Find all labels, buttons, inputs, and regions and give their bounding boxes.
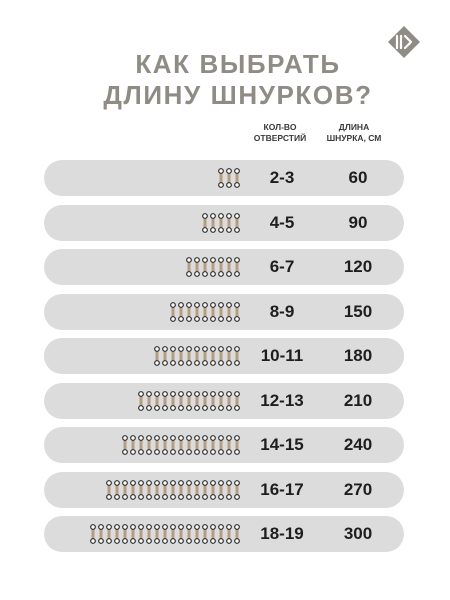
lace-eyelets-icon — [122, 435, 240, 455]
holes-count: 14-15 — [260, 435, 304, 454]
brand-logo-icon — [388, 26, 420, 58]
lace-length: 120 — [343, 257, 373, 276]
holes-count: 8-9 — [269, 301, 295, 321]
holes-count: 12-13 — [260, 390, 304, 410]
holes-count: 16-17 — [260, 479, 304, 499]
lace-eyelets-icon — [106, 479, 240, 500]
lace-length: 60 — [348, 168, 368, 187]
holes-count: 6-7 — [269, 257, 295, 276]
lace-eyelets-icon — [138, 390, 240, 411]
lace-eyelets-icon — [154, 346, 240, 366]
column-header-holes: КОЛ-ВО ОТВЕРСТИЙ — [253, 122, 307, 143]
holes-count: 2-3 — [269, 168, 295, 187]
holes-count: 4-5 — [269, 212, 295, 232]
lace-length: 300 — [343, 524, 373, 543]
lace-eyelets-icon — [186, 257, 240, 277]
title-line-1: КАК ВЫБРАТЬ — [135, 49, 341, 79]
holes-count: 18-19 — [260, 524, 304, 543]
lace-length: 150 — [343, 301, 373, 321]
table-row: 8-9 150 — [44, 293, 404, 330]
lace-eyelets-icon — [218, 168, 240, 188]
table-row: 18-19 300 — [44, 516, 404, 552]
column-header-length: ДЛИНА ШНУРКА, СМ — [326, 122, 382, 143]
lace-eyelets-icon — [202, 212, 240, 233]
table-row: 16-17 270 — [44, 471, 404, 508]
lace-length: 210 — [343, 390, 373, 410]
table-row: 6-7 120 — [44, 249, 404, 285]
table-row: 2-3 60 — [44, 160, 404, 196]
lace-eyelets-icon — [90, 524, 240, 544]
holes-count: 10-11 — [260, 346, 304, 365]
table-row: 12-13 210 — [44, 382, 404, 419]
table-row: 10-11 180 — [44, 338, 404, 374]
lace-length: 90 — [348, 212, 368, 232]
lace-eyelets-icon — [170, 301, 240, 322]
lace-length: 270 — [343, 479, 373, 499]
lace-length: 240 — [343, 435, 373, 454]
table-row: 4-5 90 — [44, 204, 404, 241]
lace-length: 180 — [343, 346, 373, 365]
page-title: КАК ВЫБРАТЬ ДЛИНУ ШНУРКОВ? — [88, 49, 388, 111]
title-line-2: ДЛИНУ ШНУРКОВ? — [103, 80, 373, 110]
table-row: 14-15 240 — [44, 427, 404, 463]
